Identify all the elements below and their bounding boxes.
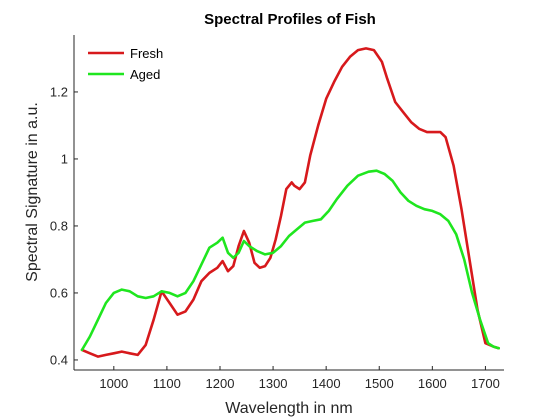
x-axis-ticks: 1000 1100 1200 1300 1400 1500 1600 1700 <box>99 366 500 391</box>
legend-label-aged: Aged <box>130 67 160 82</box>
x-tick-label: 1300 <box>259 376 288 391</box>
x-tick-label: 1100 <box>153 376 181 391</box>
legend: Fresh Aged <box>88 46 163 82</box>
y-axis-ticks: 0.4 0.6 0.8 1 1.2 <box>50 84 78 367</box>
chart-title: Spectral Profiles of Fish <box>204 11 376 28</box>
x-tick-label: 1000 <box>99 376 128 391</box>
y-tick-label: 0.4 <box>50 352 68 367</box>
y-axis-label: Spectral Signature in a.u. <box>24 102 41 282</box>
series-line-aged <box>80 169 501 352</box>
x-tick-label: 1500 <box>365 376 394 391</box>
x-axis-label: Wavelength in nm <box>225 400 352 417</box>
plot-area: 1000 1100 1200 1300 1400 1500 1600 1700 0.40.60… <box>50 35 504 391</box>
x-tick-label: 1600 <box>418 376 447 391</box>
legend-label-fresh: Fresh <box>130 46 163 61</box>
x-tick-label: 1400 <box>312 376 341 391</box>
x-tick-label: 1700 <box>471 376 500 391</box>
y-tick-label: 0.8 <box>50 218 68 233</box>
y-tick-label: 1 <box>61 151 68 166</box>
x-tick-label: 1200 <box>206 376 235 391</box>
y-tick-label: 0.6 <box>50 285 68 300</box>
series-line-fresh <box>80 47 501 358</box>
series-lines <box>80 47 501 358</box>
y-tick-label: 1.2 <box>50 84 68 99</box>
